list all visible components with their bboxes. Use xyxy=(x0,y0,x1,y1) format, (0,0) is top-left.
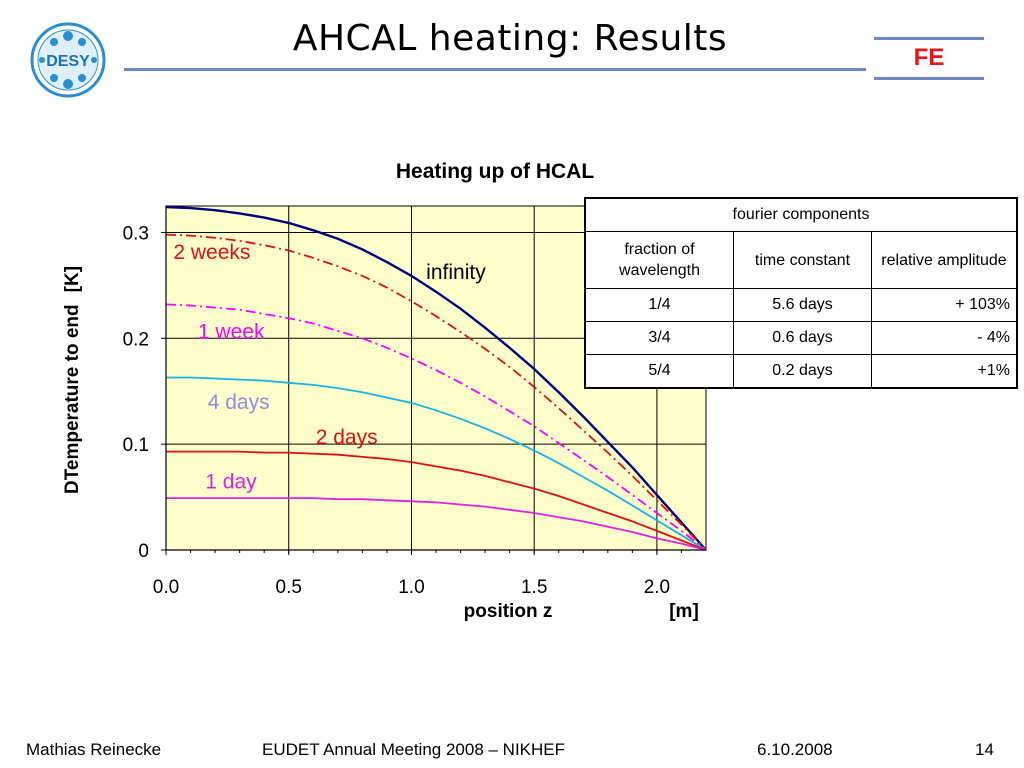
chart-title: Heating up of HCAL xyxy=(396,160,594,183)
fe-label: FE xyxy=(913,44,945,71)
x-tick-label: 1.5 xyxy=(521,577,547,598)
table-cell: 1/4 xyxy=(584,288,734,322)
table-row: 3/4 0.6 days - 4% xyxy=(584,321,1018,355)
curve-label-infinity: infinity xyxy=(426,261,486,284)
curve-labels: 2 weeks infinity 1 week 4 days 2 days 1 day xyxy=(173,241,486,494)
slide-title: AHCAL heating: Results xyxy=(292,18,728,59)
y-axis-label: DTemperature to end [K] xyxy=(62,266,83,494)
table-cell: 0.2 days xyxy=(733,354,872,389)
footer-page-number: 14 xyxy=(975,740,994,759)
fe-divider-top xyxy=(874,37,984,40)
y-axis-unit: [K] xyxy=(62,266,83,292)
series-line-2-weeks xyxy=(165,233,707,551)
table-cell: 5.6 days xyxy=(733,288,872,322)
curve-label-2-weeks: 2 weeks xyxy=(173,241,250,264)
footer-event: EUDET Annual Meeting 2008 – NIKHEF xyxy=(262,740,566,759)
x-axis-unit: [m] xyxy=(669,601,699,622)
y-axis-label-text: DTemperature to end xyxy=(62,304,83,494)
y-tick-label: 0.3 xyxy=(123,223,149,244)
y-tick-label: 0 xyxy=(138,541,149,562)
logo-text: DESY xyxy=(46,53,90,70)
x-tick-label: 0.0 xyxy=(153,577,179,598)
table-header-cell: fraction of wavelength xyxy=(584,231,734,289)
y-tick-label: 0.2 xyxy=(123,329,149,350)
series-line-2-days xyxy=(166,450,707,551)
x-tick-label: 0.5 xyxy=(276,577,302,598)
series-lines xyxy=(165,205,707,551)
series-line-1-day xyxy=(166,497,707,551)
series-line-1-week xyxy=(165,303,707,551)
curve-label-1-day: 1 day xyxy=(205,471,257,494)
tick-labels: 0.0 0.5 1.0 1.5 2.0 0 0.1 0.2 0.3 xyxy=(123,223,671,598)
axes xyxy=(161,206,706,555)
curve-label-2-days: 2 days xyxy=(316,426,378,449)
table-cell: - 4% xyxy=(871,321,1018,355)
x-tick-label: 2.0 xyxy=(644,577,670,598)
table-row: 1/4 5.6 days + 103% xyxy=(584,288,1018,322)
fe-divider-bottom xyxy=(874,77,984,80)
table-cell: 0.6 days xyxy=(733,321,872,355)
table-cell: + 103% xyxy=(871,288,1018,322)
series-line-4-days xyxy=(166,376,707,551)
footer-date: 6.10.2008 xyxy=(757,740,833,759)
y-tick-label: 0.1 xyxy=(123,435,149,456)
footer-author: Mathias Reinecke xyxy=(26,740,162,759)
series-line-infinity xyxy=(165,205,707,551)
curve-label-1-week: 1 week xyxy=(198,320,265,343)
table-row: 5/4 0.2 days +1% xyxy=(584,354,1018,389)
table-cell: +1% xyxy=(871,354,1018,389)
table-header-cell: relative amplitude xyxy=(871,231,1018,289)
x-axis-label: position z xyxy=(464,601,553,622)
curve-label-4-days: 4 days xyxy=(208,391,270,414)
title-divider xyxy=(124,68,866,71)
table-cell: 3/4 xyxy=(584,321,734,355)
x-tick-label: 1.0 xyxy=(398,577,424,598)
table-title: fourier components xyxy=(584,197,1018,232)
table-cell: 5/4 xyxy=(584,354,734,389)
desy-logo: DESY xyxy=(30,22,106,98)
fourier-components-table: fourier components fraction of wavelengt… xyxy=(584,197,1018,389)
table-header-cell: time constant xyxy=(733,231,872,289)
